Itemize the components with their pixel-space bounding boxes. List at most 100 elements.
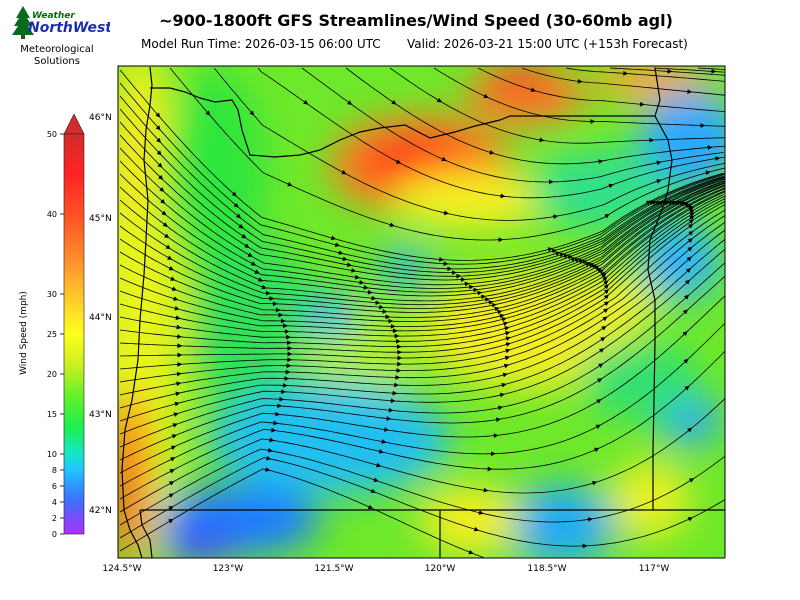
streamline-arrow bbox=[688, 478, 695, 483]
streamline-arrow bbox=[167, 255, 173, 260]
streamline-arrow bbox=[238, 223, 244, 229]
streamline-arrow bbox=[174, 401, 180, 407]
streamline-arrow bbox=[497, 309, 503, 315]
streamline-arrow bbox=[595, 424, 601, 430]
streamline-arrow bbox=[169, 469, 175, 474]
streamline-arrow bbox=[671, 201, 677, 206]
streamline-arrow bbox=[159, 187, 165, 193]
chart-title: ~900-1800ft GFS Streamlines/Wind Speed (… bbox=[159, 11, 673, 30]
streamline-arrow bbox=[705, 170, 711, 176]
colorbar-tick-label: 8 bbox=[52, 466, 57, 475]
streamline-arrow bbox=[478, 510, 484, 515]
streamline bbox=[119, 448, 725, 526]
streamline-arrow bbox=[552, 214, 559, 220]
colorbar-ramp bbox=[63, 133, 85, 535]
streamline-arrow bbox=[176, 324, 182, 330]
lat-label: 46°N bbox=[89, 113, 112, 123]
streamline-arrow bbox=[689, 209, 695, 215]
logo-subtitle: Meteorological Solutions bbox=[12, 44, 102, 68]
streamline-arrow bbox=[594, 265, 600, 271]
streamline-arrow bbox=[645, 200, 652, 206]
streamline bbox=[119, 275, 725, 461]
streamline-arrow bbox=[346, 100, 353, 105]
streamline bbox=[169, 67, 725, 241]
streamline-arrow bbox=[655, 201, 661, 206]
streamline-arrow bbox=[441, 156, 447, 162]
colorbar-tick-label: 2 bbox=[52, 514, 57, 523]
streamline-arrow bbox=[168, 493, 174, 498]
streamline bbox=[119, 187, 725, 318]
streamline-arrow bbox=[157, 162, 163, 168]
lon-label: 123°W bbox=[213, 564, 244, 574]
streamline-arrow bbox=[443, 210, 449, 216]
streamline-arrow bbox=[241, 233, 247, 239]
streamline-arrow bbox=[530, 87, 536, 92]
streamline bbox=[119, 204, 725, 359]
lat-label: 42°N bbox=[89, 506, 112, 516]
logo-brand-top: Weather bbox=[32, 11, 75, 21]
streamline-arrow bbox=[499, 392, 505, 398]
streamline-arrow bbox=[168, 506, 174, 511]
colorbar-tick-label: 50 bbox=[47, 130, 57, 139]
streamline-arrow bbox=[171, 286, 177, 291]
streamline-arrow bbox=[250, 261, 257, 266]
streamline-arrow bbox=[170, 445, 177, 451]
streamline-arrow bbox=[539, 137, 545, 143]
streamline-arrow bbox=[689, 212, 695, 218]
streamline-arrow bbox=[160, 198, 166, 204]
streamline-arrow bbox=[389, 222, 395, 227]
streamline-arrow bbox=[175, 381, 182, 387]
streamline-arrow bbox=[436, 97, 443, 103]
streamline-arrow bbox=[162, 222, 168, 227]
streamline-arrow bbox=[164, 233, 170, 239]
streamline-arrow bbox=[395, 159, 402, 164]
streamline-arrow bbox=[684, 294, 690, 300]
streamline bbox=[119, 200, 725, 353]
streamline-arrow bbox=[594, 447, 600, 453]
streamline bbox=[433, 67, 725, 127]
streamline bbox=[345, 67, 725, 165]
longitude-labels: 124.5°W 123°W 121.5°W 120°W 118.5°W 117°… bbox=[102, 564, 669, 574]
streamline-arrow bbox=[161, 210, 167, 216]
streamline-arrow bbox=[257, 277, 264, 282]
model-run-time: Model Run Time: 2026-03-15 06:00 UTC bbox=[141, 37, 381, 51]
streamline-arrow bbox=[247, 252, 253, 257]
streamline-arrow bbox=[165, 244, 171, 250]
streamline-arrow bbox=[468, 549, 474, 555]
streamline bbox=[119, 69, 724, 261]
coast-south bbox=[139, 509, 153, 558]
coastline bbox=[121, 66, 153, 558]
streamline-arrow bbox=[656, 179, 662, 184]
colorbar-tick-label: 10 bbox=[47, 450, 57, 459]
streamline-arrow bbox=[373, 477, 379, 483]
lon-label: 124.5°W bbox=[102, 564, 141, 574]
streamline bbox=[119, 108, 724, 273]
streamline-arrow bbox=[235, 213, 242, 219]
streamline-arrow bbox=[483, 93, 489, 99]
streamline bbox=[119, 195, 725, 342]
streamline-arrow bbox=[685, 267, 691, 273]
streamline-arrow bbox=[497, 405, 504, 411]
streamline bbox=[565, 67, 725, 82]
streamline-arrow bbox=[504, 331, 511, 336]
streamline-arrow bbox=[651, 200, 657, 206]
streamline bbox=[119, 295, 725, 474]
streamline-arrow bbox=[501, 317, 507, 322]
streamline-arrow bbox=[491, 302, 497, 308]
streamline-arrow bbox=[578, 259, 584, 264]
streamline-arrow bbox=[503, 363, 510, 369]
streamline bbox=[119, 160, 725, 289]
streamline-arrow bbox=[687, 238, 693, 243]
streamline-arrow bbox=[608, 183, 614, 189]
streamline-arrow bbox=[602, 316, 608, 322]
streamline-arrow bbox=[664, 200, 670, 206]
streamline-arrow bbox=[249, 110, 255, 116]
streamline-arrow bbox=[175, 391, 181, 397]
streamline bbox=[119, 221, 725, 396]
streamline-arrow bbox=[342, 256, 348, 262]
lon-label: 117°W bbox=[639, 564, 670, 574]
streamline-arrow bbox=[504, 326, 510, 331]
streamline-arrow bbox=[499, 313, 505, 319]
streamline-arrow bbox=[596, 399, 602, 404]
streamline-arrow bbox=[501, 382, 507, 388]
